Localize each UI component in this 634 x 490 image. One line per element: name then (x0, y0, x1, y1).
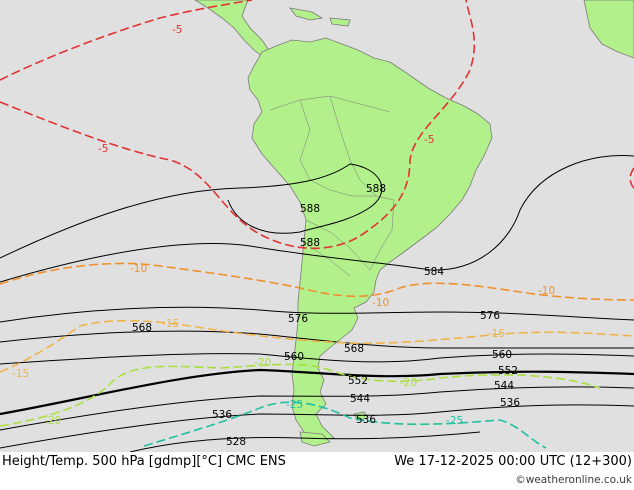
height-label: 544 (494, 380, 514, 392)
height-label: 584 (424, 266, 444, 278)
temp-label: -15 (488, 328, 505, 340)
tierra-del-fuego (299, 431, 331, 447)
isotherm-minus5 (0, 0, 253, 81)
footer: Height/Temp. 500 hPa [gdmp][°C] CMC ENS … (0, 452, 634, 490)
temp-label: -15 (12, 368, 29, 380)
temp-label: -20 (44, 415, 61, 427)
height-label: 576 (288, 313, 308, 325)
valid-time: We 17-12-2025 00:00 UTC (12+300) (394, 454, 632, 469)
height-label: 560 (492, 349, 512, 361)
height-label: 568 (344, 343, 364, 355)
height-label: 552 (498, 365, 518, 377)
height-label: 536 (356, 414, 376, 426)
isotherm-minus10 (0, 262, 634, 301)
height-label: 588 (366, 183, 386, 195)
credit-link[interactable]: ©weatheronline.co.uk (515, 474, 632, 486)
height-label: 536 (500, 397, 520, 409)
falkland-islands (353, 411, 369, 421)
caribbean-island (289, 7, 324, 21)
caribbean-island (329, 17, 351, 27)
temp-label: -5 (98, 143, 108, 155)
height-contour (0, 368, 634, 416)
africa (583, 0, 634, 59)
temp-label: -5 (172, 24, 182, 36)
height-label: 560 (284, 351, 304, 363)
height-contour (0, 163, 383, 259)
height-contour (129, 431, 481, 453)
temp-label: -20 (254, 357, 271, 369)
temp-label: -20 (400, 377, 417, 389)
height-label: 576 (480, 310, 500, 322)
height-label: 544 (350, 393, 370, 405)
height-label: 536 (212, 409, 232, 421)
height-label: 588 (300, 237, 320, 249)
height-contour (0, 154, 634, 283)
isotherm-minus25 (143, 401, 547, 449)
temp-label: -10 (538, 285, 555, 297)
temp-label: -25 (286, 399, 303, 411)
height-label: 552 (348, 375, 368, 387)
temp-label: -5 (424, 134, 434, 146)
temp-label: -15 (162, 318, 179, 330)
height-label: 568 (132, 322, 152, 334)
isotherm-minus15 (0, 319, 634, 373)
height-contours (0, 154, 634, 453)
isotherm-minus5 (629, 167, 634, 189)
temperature-labels: -5 -5 -5 -10 -10 -10 -15 -15 -15 -20 -20… (12, 24, 555, 427)
height-contour (0, 404, 634, 449)
height-label: 528 (226, 436, 246, 448)
height-contour (0, 353, 634, 365)
temp-label: -10 (130, 263, 147, 275)
temp-label: -25 (446, 415, 463, 427)
temperature-isotherms (0, 0, 634, 449)
isotherm-minus5 (0, 0, 476, 250)
height-contour (0, 386, 634, 431)
height-labels: 588 588 588 584 576 576 568 568 560 560 … (132, 183, 520, 448)
country-borders (269, 95, 395, 277)
map-caption: Height/Temp. 500 hPa [gdmp][°C] CMC ENS (2, 454, 286, 469)
height-label: 588 (300, 203, 320, 215)
height-contour (0, 306, 634, 323)
isotherm-minus20 (0, 363, 601, 427)
temp-label: -10 (372, 297, 389, 309)
